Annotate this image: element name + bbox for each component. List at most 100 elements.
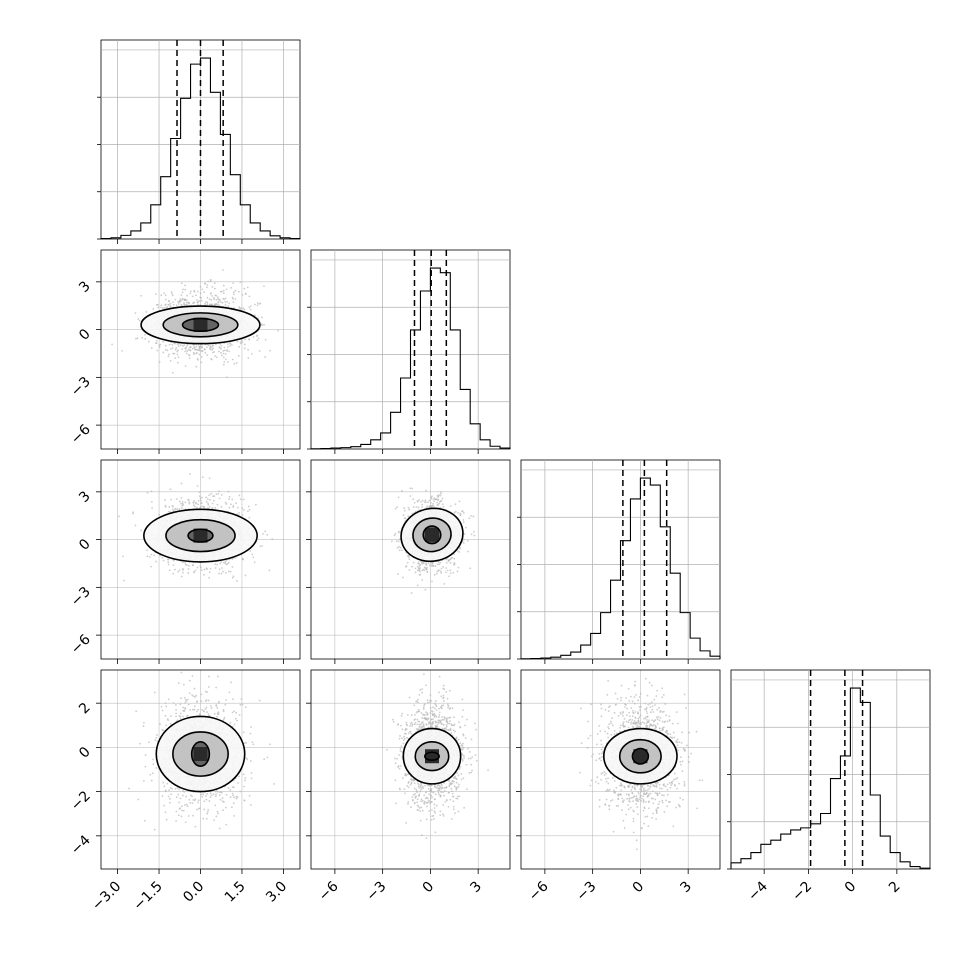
scatter-point bbox=[228, 506, 231, 509]
scatter-point bbox=[164, 505, 167, 508]
scatter-point bbox=[220, 347, 222, 350]
scatter-point bbox=[154, 739, 157, 741]
scatter-point bbox=[186, 344, 189, 347]
hist-panel-0 bbox=[97, 39, 301, 240]
scatter-point bbox=[223, 346, 226, 349]
scatter-point bbox=[230, 343, 233, 346]
scatter-point bbox=[229, 342, 232, 345]
scatter-point bbox=[146, 555, 149, 558]
scatter-point bbox=[224, 303, 227, 306]
scatter-point bbox=[408, 558, 411, 561]
scatter-point bbox=[417, 506, 420, 509]
scatter-point bbox=[224, 562, 227, 565]
scatter-point bbox=[185, 352, 188, 355]
scatter-point bbox=[175, 810, 178, 813]
scatter-point bbox=[433, 497, 436, 499]
scatter-point bbox=[432, 502, 434, 505]
scatter-point bbox=[199, 300, 201, 303]
scatter-point bbox=[218, 304, 221, 307]
scatter-point bbox=[254, 303, 256, 306]
scatter-point bbox=[248, 508, 251, 511]
scatter-point bbox=[232, 786, 234, 789]
scatter-point bbox=[206, 301, 209, 304]
scatter-point bbox=[153, 828, 156, 831]
scatter-point bbox=[231, 576, 234, 579]
contour-0 bbox=[181, 317, 220, 332]
scatter-point bbox=[188, 354, 191, 357]
scatter-point bbox=[158, 513, 161, 516]
scatter-point bbox=[432, 498, 435, 501]
scatter-point bbox=[259, 545, 262, 548]
scatter-point bbox=[235, 502, 238, 504]
contour-2 bbox=[140, 305, 261, 345]
scatter-point bbox=[234, 557, 237, 559]
scatter-point bbox=[436, 563, 439, 566]
scatter-point bbox=[422, 568, 425, 571]
scatter-point bbox=[244, 706, 247, 709]
scatter-point bbox=[247, 357, 250, 359]
scatter-point bbox=[180, 482, 183, 485]
scatter-point bbox=[243, 308, 246, 311]
scatter-point bbox=[167, 563, 170, 566]
scatter-point bbox=[204, 352, 207, 354]
scatter-point bbox=[451, 556, 454, 559]
scatter-point bbox=[167, 795, 170, 798]
scatter-point bbox=[144, 333, 147, 336]
scatter-point bbox=[201, 476, 204, 479]
scatter-point bbox=[239, 790, 242, 793]
scatter-point bbox=[172, 301, 175, 304]
scatter-point bbox=[246, 758, 249, 761]
scatter-point bbox=[227, 361, 229, 364]
scatter-point bbox=[211, 285, 214, 288]
scatter-point bbox=[436, 501, 439, 504]
scatter-point bbox=[188, 346, 191, 349]
scatter-point bbox=[421, 506, 424, 508]
scatter-point bbox=[177, 793, 180, 796]
scatter-point bbox=[251, 353, 253, 355]
scatter-point bbox=[242, 731, 245, 734]
scatter-point bbox=[254, 503, 257, 506]
scatter-point bbox=[167, 510, 170, 513]
scatter-point bbox=[408, 508, 411, 511]
scatter-point bbox=[421, 499, 424, 502]
scatter-point bbox=[163, 307, 166, 309]
scatter-point bbox=[191, 795, 193, 798]
scatter-point bbox=[431, 495, 433, 498]
scatter-point bbox=[263, 323, 265, 326]
scatter-point bbox=[188, 501, 191, 503]
scatter-point bbox=[240, 342, 242, 345]
scatter-point bbox=[165, 818, 168, 821]
scatter-point bbox=[175, 709, 178, 711]
scatter-point bbox=[193, 301, 196, 304]
scatter-point bbox=[158, 361, 161, 363]
scatter-point bbox=[198, 495, 201, 498]
scatter-point bbox=[441, 497, 444, 500]
scatter-point bbox=[443, 583, 446, 585]
scatter-point bbox=[252, 556, 255, 559]
scatter-point bbox=[194, 505, 196, 508]
scatter-point bbox=[198, 345, 201, 348]
scatter-point bbox=[426, 571, 429, 574]
scatter-point bbox=[428, 505, 431, 508]
scatter-point bbox=[165, 306, 168, 309]
hist-panel-3 bbox=[727, 669, 931, 870]
scatter-point bbox=[419, 573, 422, 576]
scatter-point bbox=[156, 734, 158, 736]
scatter-point bbox=[200, 569, 203, 572]
scatter-point bbox=[177, 301, 179, 303]
scatter-point bbox=[405, 565, 408, 567]
scatter-point bbox=[146, 549, 148, 552]
scatter-point bbox=[219, 343, 222, 345]
scatter-point bbox=[430, 505, 433, 508]
scatter-point bbox=[225, 288, 228, 291]
scatter-point bbox=[244, 574, 247, 577]
scatter-point bbox=[207, 713, 210, 715]
scatter-point bbox=[249, 760, 252, 762]
scatter-point bbox=[261, 316, 263, 319]
scatter-point bbox=[168, 343, 171, 346]
scatter-point bbox=[152, 763, 155, 766]
scatter-point bbox=[400, 490, 403, 492]
scatter-point bbox=[223, 349, 226, 352]
scatter-point bbox=[425, 564, 428, 567]
scatter-point bbox=[461, 510, 463, 513]
